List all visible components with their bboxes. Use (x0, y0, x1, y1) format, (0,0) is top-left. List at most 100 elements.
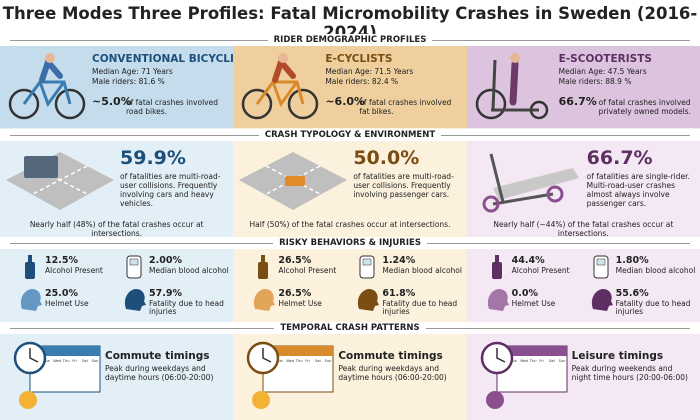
share-stat: 66.7% (558, 95, 597, 108)
calendar-day: Sat (315, 359, 321, 363)
behavior-icon (258, 255, 269, 279)
rider-head (509, 53, 520, 63)
scooter (490, 59, 539, 112)
calendar-icon: MonTueWedThuFriSatSun (480, 341, 568, 409)
wheel (475, 88, 506, 120)
typology-stat: 59.9% (120, 147, 186, 169)
calendar-day: Tue (276, 359, 284, 363)
behavior-label: Alcohol Present (278, 266, 337, 275)
behavior-value: 0.0% (511, 288, 539, 299)
behavior-icon (591, 289, 613, 311)
calendar-day: Tue (509, 359, 517, 363)
profile-band (233, 46, 467, 128)
typology-text: of fatalities are multi-road-user collis… (120, 172, 221, 208)
bottle-neck (494, 255, 499, 263)
calendar-day: Thu (295, 359, 303, 363)
calendar-day: Thu (528, 359, 536, 363)
wheel (288, 88, 319, 120)
section-title: CRASH TYPOLOGY & ENVIRONMENT (258, 130, 442, 140)
calendar-day: Wed (520, 359, 528, 363)
head (20, 289, 42, 311)
clock-hands (262, 348, 272, 363)
bottle-neck (261, 255, 266, 263)
calendar-day: Sat (549, 359, 555, 363)
behavior-value: 12.5% (45, 255, 78, 266)
head (254, 289, 276, 311)
wheel (546, 185, 564, 203)
behavior-value: 55.6% (615, 288, 649, 299)
behavior-label: Fatality due to head injuries (382, 299, 458, 316)
frame (256, 80, 305, 108)
wheel (482, 195, 500, 213)
profile-name: E-SCOOTERISTS (558, 53, 652, 65)
behavior-icon (491, 255, 502, 279)
screen (596, 258, 605, 266)
screen (363, 258, 372, 266)
behavior-label: Alcohol Present (45, 266, 103, 275)
share-text: of fatal crashes involved fat bikes. (359, 98, 452, 116)
calendar-day: Fri (539, 359, 543, 363)
wheel (54, 88, 86, 120)
male-riders: Male riders: 81.6 % (92, 77, 165, 86)
calendar-day: Tue (43, 359, 51, 363)
rider-icon (242, 53, 319, 120)
share-text: of fatal crashes involved road bikes. (126, 98, 218, 116)
behavior-label: Helmet Use (278, 299, 322, 308)
behavior-icon (254, 289, 276, 311)
section-title: TEMPORAL CRASH PATTERNS (274, 323, 426, 333)
calendar-day: Wed (287, 359, 295, 363)
timing-title: Leisure timings (571, 350, 664, 362)
timing-text: Peak during weekdays and daytime hours (… (338, 364, 447, 382)
calendar-header (496, 346, 567, 356)
calendar-day: Wed (53, 359, 61, 363)
behavior-label: Fatality due to head injuries (149, 299, 224, 316)
behavior-value: 1.24% (382, 255, 416, 266)
wheel (8, 88, 40, 120)
section-title: RISKY BEHAVIORS & INJURIES (273, 238, 427, 248)
typology-stat: 66.7% (586, 147, 653, 169)
vehicle (285, 176, 306, 186)
crash-scene (6, 152, 114, 210)
head (591, 289, 613, 311)
head (124, 289, 146, 311)
clock-hands (495, 348, 505, 363)
bottle-neck (28, 255, 32, 263)
clock-hands (29, 348, 39, 363)
typology-text: of fatalities are multi-road-user collis… (353, 172, 454, 199)
frame (22, 80, 72, 108)
calendar-day: Sun (92, 359, 99, 363)
rider-body (509, 60, 519, 106)
calendar-day: Sun (325, 359, 332, 363)
behavior-value: 44.4% (511, 255, 545, 266)
median-age: Median Age: 71 Years (92, 67, 173, 76)
median-age: Median Age: 47.5 Years (558, 67, 647, 76)
behavior-label: Median blood alcohol (615, 266, 696, 275)
calendar-day: Fri (306, 359, 310, 363)
calendar-day: Fri (72, 359, 76, 363)
profile-name: CONVENTIONAL BICYCLISTS (92, 53, 257, 65)
behavior-icon (126, 255, 142, 279)
behavior-value: 57.9% (149, 288, 182, 299)
profile-band (466, 46, 700, 128)
section-header: TEMPORAL CRASH PATTERNS (0, 322, 700, 334)
share-text: of fatal crashes involved privately owne… (598, 98, 691, 116)
curb (492, 168, 579, 200)
behavior-label: Median blood alcohol (382, 266, 462, 275)
behavior-value: 26.5% (278, 288, 312, 299)
timing-text: Peak during weekdays and daytime hours (… (105, 364, 214, 382)
screen (129, 258, 139, 266)
bottle (25, 262, 35, 279)
median-age: Median Age: 71.5 Years (325, 67, 414, 76)
behavior-icon (25, 255, 35, 279)
typology-text: of fatalities are single-rider. Multi-ro… (586, 172, 690, 208)
share-stat: ~5.0% (92, 95, 132, 108)
rider-icon (8, 53, 86, 120)
intersections-note: Nearly half (~44%) of the fatal crashes … (493, 220, 674, 238)
rider-head (278, 53, 289, 63)
intersections-note: Nearly half (48%) of the fatal crashes o… (29, 220, 204, 238)
typology-stat: 50.0% (353, 147, 420, 169)
intersections-note: Half (50%) of the fatal crashes occur at… (249, 220, 451, 229)
vehicle (24, 156, 58, 178)
behavior-value: 2.00% (149, 255, 182, 266)
head (358, 289, 380, 311)
